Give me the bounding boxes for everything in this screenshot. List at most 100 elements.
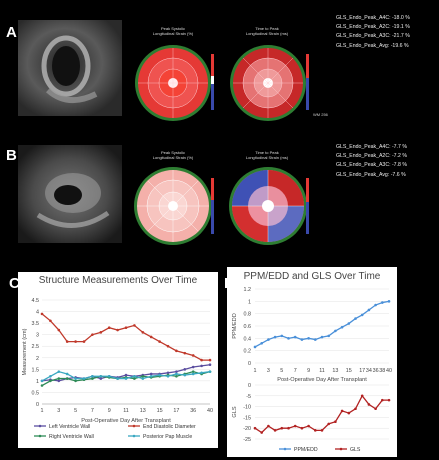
data-point	[354, 317, 357, 320]
data-point	[65, 377, 69, 380]
data-point	[99, 331, 103, 334]
legend-label: GLS	[350, 447, 361, 453]
data-point	[49, 379, 52, 383]
data-point	[360, 313, 364, 317]
data-point	[91, 333, 94, 336]
data-point	[381, 301, 384, 304]
x-tick-label: 9	[307, 368, 310, 374]
y-tick-label: -10	[243, 405, 251, 411]
legend-label: Right Ventricle Wall	[49, 434, 94, 440]
data-point	[381, 398, 384, 402]
x-tick-label: 15	[346, 368, 352, 374]
data-point	[175, 349, 178, 353]
x-tick-label: 3	[57, 408, 60, 414]
data-point	[158, 373, 161, 377]
data-point	[175, 374, 178, 378]
data-point	[191, 372, 195, 376]
x-axis-label: Post-Operative Day After Transplant	[81, 418, 171, 424]
data-point	[183, 373, 187, 377]
data-point	[57, 377, 61, 380]
legend-marker	[38, 434, 42, 438]
bullseye-a1	[135, 45, 214, 121]
data-point	[374, 303, 377, 307]
data-point	[74, 379, 77, 383]
bullseye-b2	[229, 167, 309, 245]
y-axis-label: Measurement (cm)	[22, 328, 28, 375]
data-point	[267, 338, 270, 341]
data-point	[49, 374, 52, 378]
legend-marker	[283, 447, 287, 451]
bullseye-a1-title: Peak Systolic Longitudinal Strain (%)	[152, 26, 194, 36]
data-point	[191, 370, 195, 373]
chart-d-title: PPM/EDD and GLS Over Time	[243, 271, 381, 282]
x-tick-label: 17	[359, 368, 365, 374]
data-point	[287, 426, 290, 430]
data-point	[287, 337, 290, 340]
x-tick-label: 34	[366, 368, 372, 374]
data-point	[347, 322, 351, 325]
gls-a3c-b: GLS_Endo_Peak_A3C: -7.8 %	[336, 162, 407, 169]
data-point	[133, 324, 136, 327]
y-tick-label: 0	[248, 361, 251, 367]
data-point	[40, 384, 44, 387]
data-point	[253, 426, 257, 430]
data-point	[133, 374, 136, 378]
data-point	[149, 374, 153, 378]
data-point	[360, 394, 364, 398]
gls-line	[254, 394, 389, 434]
y-tick-label: -5	[246, 394, 251, 400]
data-point	[82, 340, 86, 343]
data-point	[387, 398, 391, 402]
legend-label: Posterior Pap Muscle	[143, 434, 192, 440]
data-point	[267, 424, 270, 428]
y-tick-label: 2.5	[32, 344, 40, 350]
data-point	[107, 374, 111, 378]
bullseye-a2-title: Time to Peak Longitudinal Strain (ms)	[245, 26, 289, 36]
data-point	[149, 335, 153, 339]
y-tick-label: 1.5	[32, 367, 40, 373]
gls-values-a: GLS_Endo_Peak_A4C: -18.0 % GLS_Endo_Peak…	[336, 14, 410, 51]
legend-label: Left Ventricle Wall	[49, 424, 90, 430]
data-point	[166, 371, 170, 375]
data-point	[99, 377, 103, 380]
panel-label-c: C	[9, 275, 20, 292]
data-point	[40, 312, 44, 316]
y-axis-label: PPM/EDD	[232, 313, 238, 339]
data-point	[65, 372, 69, 376]
data-point	[49, 319, 52, 323]
y-tick-label: -15	[243, 415, 251, 421]
data-point	[158, 340, 161, 343]
data-point	[116, 377, 119, 380]
data-point	[334, 329, 337, 333]
data-point	[314, 429, 317, 432]
data-point	[293, 424, 297, 428]
data-point	[65, 340, 69, 343]
y-tick-label: 0	[36, 402, 39, 408]
data-point	[124, 377, 128, 380]
data-point	[260, 341, 263, 345]
x-tick-label: 36	[190, 408, 196, 414]
data-point	[387, 300, 391, 303]
x-tick-label: 13	[140, 408, 146, 414]
data-point	[91, 377, 94, 380]
data-point	[327, 422, 330, 426]
x-tick-label: 1	[41, 408, 44, 414]
data-point	[40, 379, 44, 383]
data-point	[253, 345, 257, 349]
data-point	[208, 363, 212, 367]
data-point	[141, 374, 145, 378]
gls-a2c-a: GLS_Endo_Peak_A2C: -19.1 %	[336, 24, 410, 31]
data-point	[314, 338, 317, 341]
x-tick-label: 11	[319, 368, 325, 374]
panel-label-a: A	[6, 24, 17, 41]
x-tick-label: 1	[254, 368, 257, 374]
legend-marker	[38, 424, 42, 428]
gls-a4c-b: GLS_Endo_Peak_A4C: -7.7 %	[336, 144, 407, 150]
data-point	[293, 335, 297, 339]
x-tick-label: 17	[173, 408, 179, 414]
data-point	[99, 374, 103, 378]
x-tick-label: 15	[157, 408, 163, 414]
bullseye-b2-title: Time to Peak Longitudinal Strain (ms)	[245, 150, 289, 160]
y-tick-label: 3	[36, 333, 39, 339]
y-tick-label: 0.5	[32, 390, 40, 396]
